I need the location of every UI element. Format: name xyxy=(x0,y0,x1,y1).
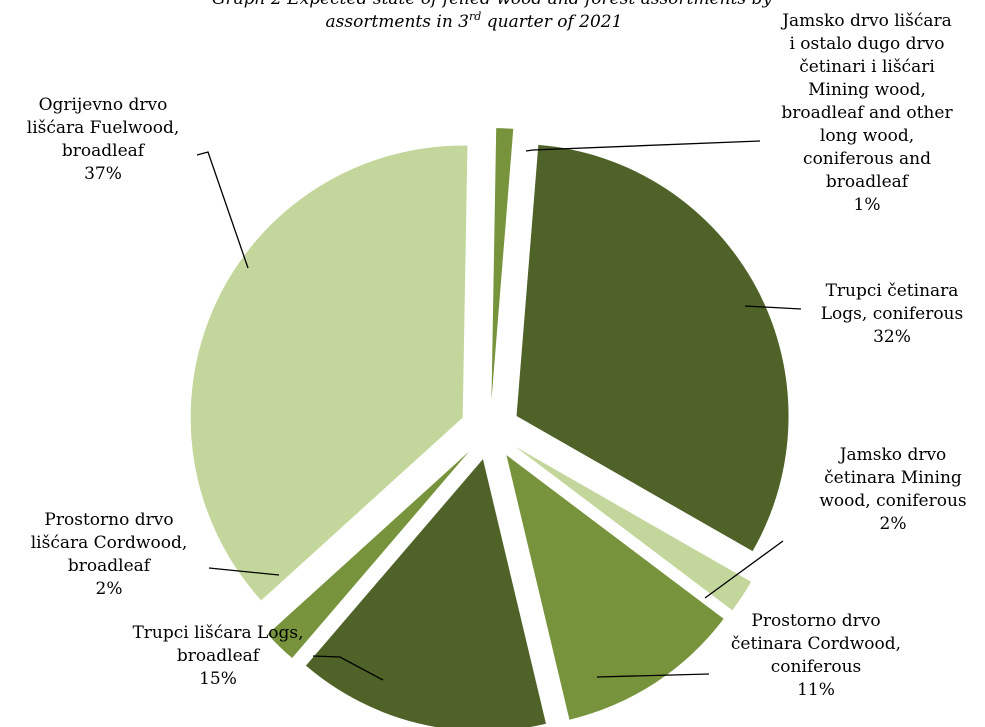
slice-label-line-cordwood-broadleaf: Prostorno drvo xyxy=(44,510,173,530)
slice-percent-logs-coniferous: 32% xyxy=(873,327,911,347)
slice-label-line-cordwood-coniferous: četinara Cordwood, xyxy=(731,634,901,654)
slice-percent-fuelwood-broadleaf: 37% xyxy=(84,164,122,184)
slice-percent-mining-broadleaf: 1% xyxy=(854,195,881,215)
slice-percent-logs-broadleaf: 15% xyxy=(199,669,237,689)
leader-line-cordwood-coniferous xyxy=(596,673,710,678)
slice-label-line-mining-broadleaf: i ostalo dugo drvo xyxy=(789,34,944,54)
pie-slice-cordwood-coniferous xyxy=(506,455,724,720)
slice-label-logs-broadleaf: Trupci lišćara Logs, broadleaf 15% xyxy=(132,623,303,689)
slice-label-line-logs-broadleaf: broadleaf xyxy=(177,646,261,666)
leader-line-logs-coniferous xyxy=(744,305,802,310)
chart-title-line-1: Graph 2 Expected state of felled wood an… xyxy=(212,0,773,9)
leader-line-cordwood-broadleaf xyxy=(208,567,280,576)
slice-label-line-mining-coniferous: wood, coniferous xyxy=(819,491,966,511)
slice-label-line-logs-coniferous: Trupci četinara xyxy=(826,281,959,301)
pie-slice-fuelwood-broadleaf xyxy=(190,145,468,601)
leader-line-mining-broadleaf xyxy=(525,140,761,152)
slice-label-line-logs-broadleaf: Trupci lišćara Logs, xyxy=(132,623,303,643)
slice-percent-mining-coniferous: 2% xyxy=(880,514,907,534)
slice-label-fuelwood-broadleaf: Ogrijevno drvo lišćara Fuelwood, broadleaf… xyxy=(27,95,179,184)
slice-labels: Jamsko drvo lišćara i ostalo dugo drvo čet… xyxy=(27,11,967,700)
chart-title-line-2-prefix: assortments in 3 xyxy=(326,12,469,32)
slice-percent-cordwood-coniferous: 11% xyxy=(797,680,835,700)
slice-label-line-mining-broadleaf: četinari i lišćari xyxy=(799,57,935,77)
chart-title-line-2-suffix: quarter of 2021 xyxy=(481,12,622,32)
slice-label-line-fuelwood-broadleaf: lišćara Fuelwood, xyxy=(27,118,179,138)
leader-line-logs-broadleaf xyxy=(312,655,384,681)
chart-title-line-2: assortments in 3rd quarter of 2021 xyxy=(326,10,623,32)
slice-label-line-cordwood-coniferous: Prostorno drvo xyxy=(751,611,880,631)
slice-label-line-mining-broadleaf: long wood, xyxy=(820,126,914,146)
slice-label-line-mining-broadleaf: broadleaf and other xyxy=(781,103,953,123)
slice-label-line-cordwood-broadleaf: broadleaf xyxy=(68,556,152,576)
slice-label-line-mining-coniferous: četinara Mining xyxy=(824,468,962,488)
slice-label-line-cordwood-broadleaf: lišćara Cordwood, xyxy=(31,533,187,553)
pie-slice-cordwood-broadleaf xyxy=(267,451,470,659)
slice-label-line-cordwood-coniferous: coniferous xyxy=(771,657,862,677)
slice-percent-cordwood-broadleaf: 2% xyxy=(96,579,123,599)
slice-label-line-mining-broadleaf: coniferous and xyxy=(803,149,931,169)
pie-slice-mining-broadleaf xyxy=(491,128,514,401)
slice-label-mining-coniferous: Jamsko drvo četinara Mining wood, conifero… xyxy=(819,445,966,534)
slice-label-mining-broadleaf: Jamsko drvo lišćara i ostalo dugo drvo čet… xyxy=(780,11,953,215)
slice-label-line-mining-broadleaf: broadleaf xyxy=(826,172,910,192)
slice-label-line-mining-coniferous: Jamsko drvo xyxy=(838,445,947,465)
slice-label-line-logs-coniferous: Logs, coniferous xyxy=(821,304,963,324)
slice-label-logs-coniferous: Trupci četinara Logs, coniferous 32% xyxy=(821,281,963,347)
chart-title-superscript: rd xyxy=(469,10,481,23)
pie-slice-logs-coniferous xyxy=(516,144,789,552)
pie-slices xyxy=(190,128,789,727)
slice-label-line-fuelwood-broadleaf: broadleaf xyxy=(62,141,146,161)
pie-slice-mining-coniferous xyxy=(515,446,752,611)
leader-line-mining-coniferous xyxy=(704,540,784,599)
slice-label-cordwood-broadleaf: Prostorno drvo lišćara Cordwood, broadleaf… xyxy=(31,510,187,599)
slice-label-line-fuelwood-broadleaf: Ogrijevno drvo xyxy=(39,95,168,115)
slice-label-line-mining-broadleaf: Jamsko drvo lišćara xyxy=(780,11,952,31)
leader-lines xyxy=(196,140,802,681)
pie-slice-logs-broadleaf xyxy=(305,459,546,727)
slice-label-line-mining-broadleaf: Mining wood, xyxy=(808,80,926,100)
leader-line-fuelwood-broadleaf xyxy=(196,151,249,269)
slice-label-cordwood-coniferous: Prostorno drvo četinara Cordwood, conifero… xyxy=(731,611,901,700)
